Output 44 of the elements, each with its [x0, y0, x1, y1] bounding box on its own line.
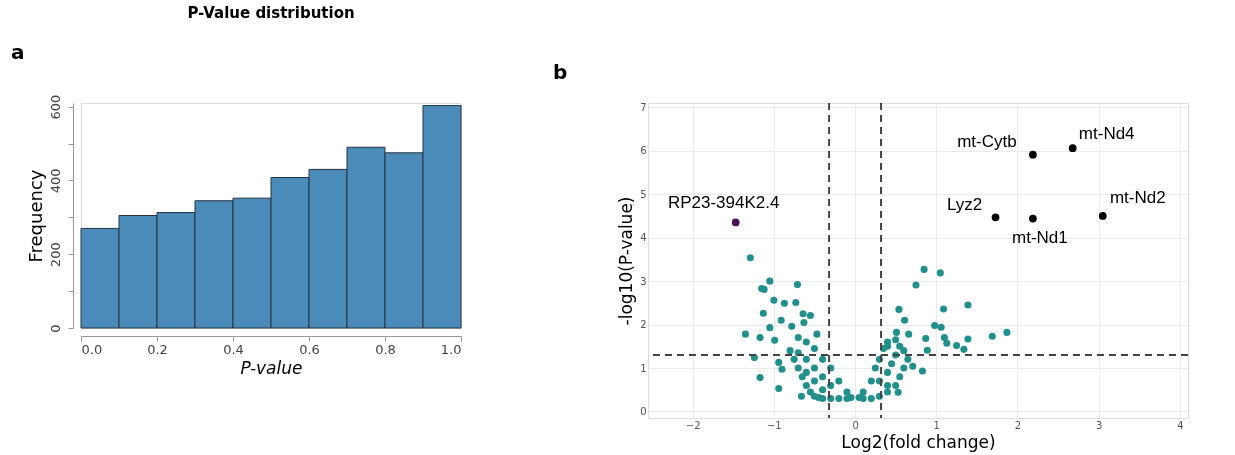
point	[1068, 144, 1077, 153]
y-tick-label: 600	[47, 94, 63, 120]
x-tick-label: 2	[1014, 419, 1022, 431]
chart-title: P-Value distribution	[187, 4, 355, 22]
x-tick-label: 0.6	[299, 341, 320, 357]
x-tick-label: −2	[685, 419, 701, 431]
y-tick-label: 4	[640, 232, 647, 244]
y-tick-label: 200	[47, 242, 63, 268]
y-tick-label: 7	[640, 101, 647, 113]
x-axis-title: P-value	[240, 357, 303, 378]
point	[1029, 150, 1037, 159]
annotation: Lyz2	[946, 195, 983, 215]
x-axis-title: Log2(fold change)	[841, 431, 996, 452]
annotation: RP23-394K2.4	[667, 193, 780, 213]
y-tick-label: 1	[640, 362, 647, 374]
x-tick-label: 1	[933, 419, 940, 431]
text: a	[11, 40, 25, 64]
y-tick-label: 5	[640, 188, 647, 200]
annotation: mt-Nd2	[1109, 187, 1166, 207]
point	[991, 213, 1000, 222]
x-tick-label: 3	[1095, 419, 1103, 431]
point	[1029, 214, 1037, 223]
y-axis-title: -log10(P-value)	[616, 196, 637, 326]
y-tick-label: 0	[640, 405, 647, 417]
point	[731, 218, 740, 227]
x-tick-label: 0.8	[375, 341, 396, 357]
x-tick-label: 0.2	[147, 341, 168, 357]
x-tick-label: 4	[1177, 419, 1184, 431]
x-tick-label: 1.0	[440, 341, 462, 357]
y-axis-title: Frequency	[24, 169, 46, 263]
y-tick-label: 400	[47, 168, 63, 194]
point	[1098, 212, 1107, 220]
y-tick-label: 2	[640, 319, 647, 331]
annotation: mt-Cytb	[957, 131, 1017, 151]
y-tick-label: 0	[47, 324, 63, 333]
annotation: mt-Nd1	[1012, 227, 1068, 247]
x-tick-label: 0.0	[81, 341, 103, 357]
x-tick-label: 0	[852, 419, 859, 431]
y-tick-label: 3	[640, 275, 647, 287]
y-tick-label: 6	[640, 145, 647, 157]
annotation: mt-Nd4	[1078, 124, 1135, 144]
text: b	[553, 60, 568, 84]
x-tick-label: 0.4	[223, 341, 244, 357]
x-tick-label: −1	[766, 419, 782, 431]
